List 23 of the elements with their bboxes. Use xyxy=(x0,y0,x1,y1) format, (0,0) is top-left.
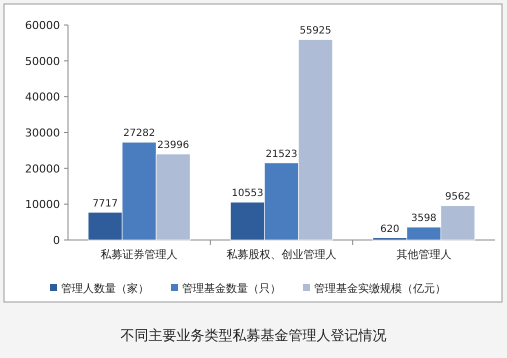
y-tick-label: 20000 xyxy=(25,162,60,176)
data-label: 27282 xyxy=(123,128,156,140)
x-tick-label: 其他管理人 xyxy=(396,248,452,261)
y-tick-label: 50000 xyxy=(25,54,60,68)
y-tick-label: 30000 xyxy=(25,126,60,140)
y-tick-label: 10000 xyxy=(25,198,60,212)
data-label: 9562 xyxy=(445,192,471,203)
legend-label: 管理基金实缴规模（亿元） xyxy=(314,282,446,295)
y-tick-label: 40000 xyxy=(25,90,60,104)
data-label: 10553 xyxy=(232,188,264,200)
data-label: 620 xyxy=(380,224,400,235)
x-tick-label: 私募股权、创业管理人 xyxy=(226,248,336,261)
data-label: 55925 xyxy=(300,26,332,37)
x-tick-label: 私募证券管理人 xyxy=(100,248,178,261)
text: 不同主要业务类型私募基金管理人登记情况 xyxy=(120,328,386,344)
data-label: 23996 xyxy=(157,140,190,152)
legend-label: 管理基金数量（只） xyxy=(182,282,281,295)
data-label: 3598 xyxy=(411,213,437,224)
data-label: 7717 xyxy=(92,198,118,210)
data-label: 21523 xyxy=(266,148,298,160)
y-tick-label: 0 xyxy=(53,234,60,247)
legend-label: 管理人数量（家） xyxy=(61,282,149,295)
y-tick-label: 60000 xyxy=(25,19,60,32)
